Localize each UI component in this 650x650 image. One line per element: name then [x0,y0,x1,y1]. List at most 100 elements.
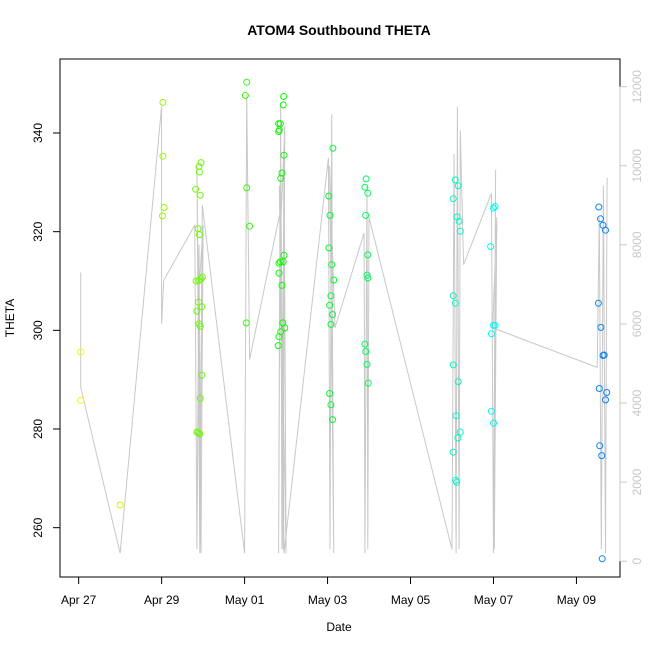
data-point [449,195,457,203]
data-point [195,231,203,239]
data-point [487,407,495,415]
data-point [275,269,283,277]
data-point [451,299,459,307]
data-point [198,371,206,379]
data-point [195,277,203,284]
y-tick-label: 280 [31,419,45,439]
data-point [329,416,336,424]
x-tick-label: May 09 [557,593,597,607]
data-point [243,184,251,192]
data-point [329,144,337,152]
data-point [194,225,202,233]
data-point [363,271,371,279]
data-point [362,211,370,219]
data-point [603,389,611,396]
x-axis: Apr 27 Apr 29 May 01 May 03 May 05 May 07 May … [61,576,597,607]
data-point [449,361,457,369]
data-point [602,226,609,234]
y2-tick-label: 10000 [630,149,644,183]
data-point [330,276,338,284]
data-point [449,448,457,456]
data-point [595,203,603,211]
y2-tick-label: 2000 [630,468,644,495]
data-point [326,211,334,219]
data-point [278,281,286,289]
data-point [491,321,499,329]
data-point [275,333,283,341]
data-point [243,78,251,86]
data-point [487,330,495,338]
y-tick-label: 340 [31,123,45,143]
data-point [275,128,283,135]
data-point [196,191,204,199]
data-point [277,174,285,182]
y2-tick-label: 4000 [630,389,644,416]
data-point [456,227,464,235]
data-point [196,322,204,330]
data-point [280,251,288,259]
data-point [454,434,462,442]
data-point [280,93,288,100]
data-point [602,396,609,404]
data-point [487,243,495,250]
y2-axis: 0 2000 4000 6000 8000 10000 12000 [619,70,644,565]
data-point [490,204,497,212]
x-tick-label: Apr 29 [144,593,180,607]
data-point [597,323,605,331]
data-point [594,299,602,307]
data-point [364,251,372,259]
data-point [275,259,283,267]
y2-tick-label: 12000 [630,70,644,104]
data-point [198,303,206,311]
data-point [595,385,603,392]
data-point [364,379,372,387]
data-point [598,452,606,460]
x-tick-label: May 07 [474,593,514,607]
data-point [361,340,369,348]
data-point [281,324,289,332]
y2-tick-label: 6000 [630,310,644,337]
y-tick-label: 260 [31,517,45,537]
data-point [456,428,464,436]
data-point [598,555,606,563]
data-point [600,351,608,359]
data-point [364,274,372,282]
data-point [597,215,604,223]
y2-tick-label: 0 [630,558,644,565]
data-point [452,412,460,420]
data-point [327,320,335,328]
data-point [362,348,370,355]
data-point [241,92,249,99]
data-point [327,292,335,300]
data-point [194,429,202,437]
y-axis-label: THETA [3,299,17,337]
data-points-layer [77,78,611,563]
y2-tick-label: 8000 [630,231,644,258]
y-tick-label: 300 [31,320,45,340]
data-point [276,258,284,266]
data-point [363,360,371,368]
data-point [280,151,288,159]
y-tick-label: 320 [31,221,45,241]
data-point [362,175,370,183]
data-point [246,222,254,230]
x-tick-label: May 01 [225,593,265,607]
data-point [193,307,201,315]
data-point [197,159,205,167]
x-tick-label: May 03 [308,593,348,607]
data-point [274,342,282,350]
data-point [325,192,333,200]
data-point [596,442,604,450]
data-point [195,168,203,176]
data-point [116,501,124,509]
data-point [326,390,334,397]
x-axis-label: Date [326,620,352,634]
data-point [327,401,335,409]
x-tick-label: May 05 [391,593,431,607]
data-point [453,478,461,486]
y-axis: 260 280 300 320 340 [31,123,61,538]
data-point [77,348,85,356]
data-point [326,301,334,309]
data-point [279,258,287,266]
